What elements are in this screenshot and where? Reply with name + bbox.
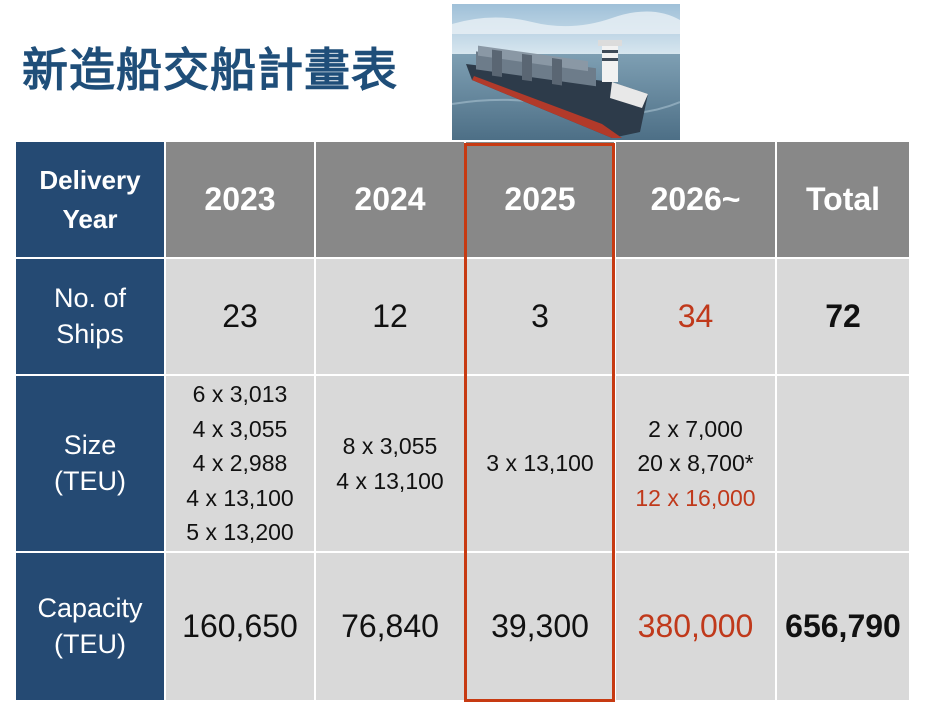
cell-value: 160,650 <box>182 608 298 644</box>
row-header-line: Capacity <box>37 593 143 624</box>
cell-value: 656,790 <box>785 608 901 644</box>
cell-value: 72 <box>825 298 861 334</box>
cell-value: 3 <box>531 298 549 334</box>
column-header: 2023 <box>166 142 314 257</box>
size-line: 8 x 3,055 <box>342 433 438 459</box>
row-header: No. of Ships <box>16 259 164 374</box>
table-cell: 6 x 3,013 4 x 3,055 4 x 2,988 4 x 13,100 5 x… <box>166 376 314 551</box>
size-line: 4 x 3,055 <box>192 415 288 442</box>
row-header: Size (TEU) <box>16 376 164 551</box>
column-header-label: 2024 <box>354 181 426 217</box>
size-line: 12 x 16,000 <box>635 484 756 511</box>
cell-value: 34 <box>677 298 714 334</box>
table-cell: 8 x 3,055 4 x 13,100 <box>316 376 464 551</box>
size-line: 4 x 2,988 <box>192 450 288 477</box>
page-title: 新造船交船計畫表 <box>22 43 398 97</box>
cell-value: 39,300 <box>491 608 589 644</box>
cell-value: 12 <box>372 298 408 334</box>
table-cell: 3 <box>466 259 614 374</box>
header-delivery-year-line: Year <box>62 203 118 234</box>
column-header: 2025 <box>466 142 614 257</box>
header-delivery-year: Delivery Year <box>16 142 164 257</box>
row-header-line: Ships <box>56 318 124 349</box>
column-header-label: 2026~ <box>650 181 741 217</box>
table-cell: 12 <box>316 259 464 374</box>
row-header-line: No. of <box>53 283 127 314</box>
table-cell: 380,000 <box>616 553 775 700</box>
table-cell: 2 x 7,000 20 x 8,700* 12 x 16,000 <box>616 376 775 551</box>
size-line: 4 x 13,100 <box>336 467 444 494</box>
column-header: 2024 <box>316 142 464 257</box>
table-cell: 34 <box>616 259 775 374</box>
row-header-line: (TEU) <box>54 465 126 496</box>
column-header-label: 2023 <box>204 181 276 217</box>
row-header: Capacity (TEU) <box>16 553 164 700</box>
cell-value: 76,840 <box>341 608 439 644</box>
size-line: 4 x 13,100 <box>186 484 294 511</box>
table-cell <box>777 376 909 551</box>
table-cell: 72 <box>777 259 909 374</box>
row-header-line: Size <box>63 430 117 461</box>
column-header: 2026~ <box>616 142 775 257</box>
cell-value: 23 <box>222 298 258 334</box>
table-cell: 3 x 13,100 <box>466 376 614 551</box>
size-line: 20 x 8,700* <box>637 450 754 477</box>
row-header-line: (TEU) <box>54 628 126 659</box>
table-cell: 656,790 <box>777 553 909 700</box>
size-line: 5 x 13,200 <box>186 519 294 546</box>
table-cell: 39,300 <box>466 553 614 700</box>
table-cell: 23 <box>166 259 314 374</box>
size-line: 6 x 3,013 <box>192 381 288 408</box>
table-cell: 76,840 <box>316 553 464 700</box>
header-delivery-year-line: Delivery <box>39 164 141 195</box>
table-cell: 160,650 <box>166 553 314 700</box>
column-header: Total <box>777 142 909 257</box>
container-ship-photo <box>452 4 680 140</box>
size-line: 2 x 7,000 <box>648 415 743 442</box>
cell-value: 380,000 <box>637 608 754 644</box>
size-line: 3 x 13,100 <box>486 450 594 477</box>
column-header-label: Total <box>805 181 881 217</box>
column-header-label: 2025 <box>504 181 576 217</box>
